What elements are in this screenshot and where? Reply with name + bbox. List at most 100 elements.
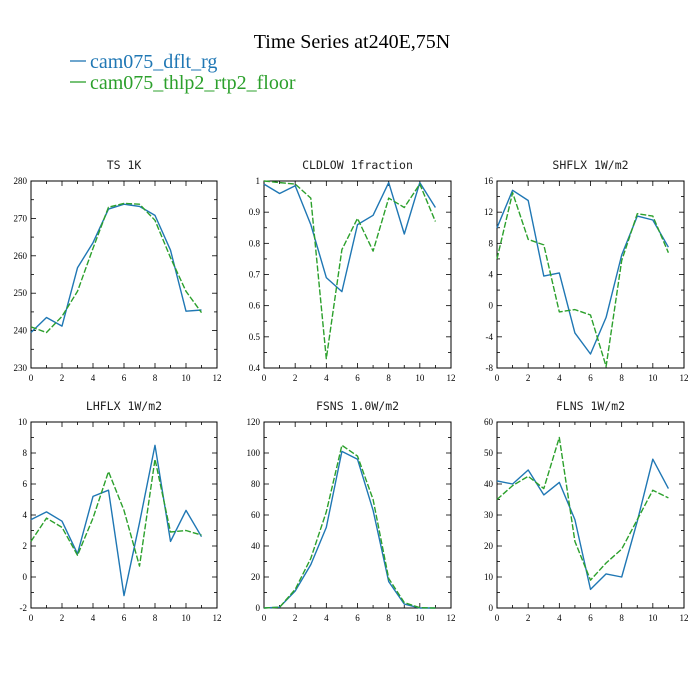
y-tick-label: 260 [14,251,28,261]
y-tick-label: 10 [18,417,28,427]
x-tick-label: 4 [91,373,96,383]
series-line-1 [30,203,202,334]
x-tick-label: 4 [324,613,329,623]
x-tick-label: 0 [29,613,34,623]
series-line-2 [263,444,436,609]
legend: cam075_dflt_rg cam075_thlp2_rtp2_floor [70,51,296,94]
series-line-2 [263,180,437,360]
x-tick-label: 10 [415,613,425,623]
y-tick-label: 230 [14,363,28,373]
x-tick-label: 12 [447,373,456,383]
y-tick-label: 240 [14,326,28,336]
panel-title: FSNS 1.0W/m2 [316,399,399,413]
series-line-2 [30,202,203,334]
y-tick-label: 16 [484,176,494,186]
x-tick-label: 12 [447,613,456,623]
x-tick-label: 8 [153,613,158,623]
y-tick-label: 10 [484,572,494,582]
y-tick-label: 8 [23,448,28,458]
x-tick-label: 10 [182,613,192,623]
y-tick-label: 120 [247,417,261,427]
x-tick-label: 12 [213,613,222,623]
series-line-1 [263,450,436,609]
x-tick-label: 4 [91,613,96,623]
x-tick-label: 8 [619,373,624,383]
x-tick-label: 0 [262,373,267,383]
panel-title: TS 1K [107,158,142,172]
panel-title: LHFLX 1W/m2 [86,399,162,413]
y-tick-label: 0.8 [249,238,261,248]
x-tick-label: 10 [648,613,658,623]
panel-title: FLNS 1W/m2 [556,399,625,413]
x-tick-label: 6 [355,613,360,623]
panel-3: SHFLX 1W/m2 0 2 4 6 8 10 12 -8 -4 0 4 8 12 16 [484,158,689,383]
y-tick-label: 40 [484,479,494,489]
plot-frame [263,180,452,369]
y-tick-label: 60 [251,510,261,520]
panel-title: CLDLOW 1fraction [302,158,413,172]
x-tick-label: 2 [60,613,65,623]
series-line-1 [263,181,436,293]
series-line-2 [496,191,670,368]
plot-frame [30,180,218,369]
y-tick-label: 0.5 [249,332,261,342]
y-tick-label: 60 [484,417,494,427]
x-tick-label: 12 [213,373,222,383]
x-tick-label: 12 [680,613,689,623]
x-tick-label: 6 [355,373,360,383]
series-line-2 [30,458,202,567]
y-tick-label: 8 [489,238,494,248]
x-tick-label: 4 [557,613,562,623]
y-tick-label: 1 [256,176,261,186]
x-tick-label: 0 [495,613,500,623]
y-tick-label: 6 [23,479,28,489]
series-line-1 [496,189,670,355]
y-tick-label: 40 [251,541,261,551]
plot-frame [496,180,685,369]
y-tick-label: 0.9 [249,207,261,217]
x-tick-label: 6 [588,613,593,623]
x-tick-label: 8 [153,373,158,383]
y-tick-label: 4 [23,510,28,520]
x-tick-label: 8 [386,613,391,623]
x-tick-label: 10 [182,373,192,383]
panel-1: TS 1K 0 2 4 6 8 10 12 230 240 250 260 270 280 [14,158,222,383]
y-tick-label: -8 [486,363,494,373]
x-tick-label: 12 [680,373,689,383]
y-tick-label: 2 [23,541,28,551]
x-tick-label: 0 [29,373,34,383]
plot-frame [263,421,452,609]
series-line-1 [30,444,203,597]
x-tick-label: 4 [557,373,562,383]
x-tick-label: 10 [648,373,658,383]
y-tick-label: -2 [20,603,28,613]
x-tick-label: 0 [262,613,267,623]
x-tick-label: 2 [293,373,298,383]
y-tick-label: 0 [489,301,494,311]
x-tick-label: 2 [293,613,298,623]
panel-title: SHFLX 1W/m2 [552,158,628,172]
legend-label-2: cam075_thlp2_rtp2_floor [90,72,296,94]
series-line-2 [496,436,669,581]
y-tick-label: 0.7 [249,270,261,280]
panel-6: FLNS 1W/m2 0 2 4 6 8 10 12 0 10 20 30 40 50 60 [484,399,689,623]
x-tick-label: 8 [619,613,624,623]
figure-title: Time Series at240E,75N [254,31,450,53]
panel-2: CLDLOW 1fraction 0 2 4 6 8 10 12 0.4 0.5 0.6 0.7 0.8… [249,158,456,383]
y-tick-label: 30 [484,510,494,520]
y-tick-label: 250 [14,288,28,298]
y-tick-label: 0 [256,603,261,613]
x-tick-label: 2 [526,373,531,383]
y-tick-label: 0 [23,572,28,582]
x-tick-label: 2 [526,613,531,623]
x-tick-label: 10 [415,373,425,383]
y-tick-label: 80 [251,479,261,489]
y-tick-label: 0 [489,603,494,613]
x-tick-label: 6 [588,373,593,383]
y-tick-label: 100 [247,448,261,458]
y-tick-label: 4 [489,270,494,280]
y-tick-label: 0.4 [249,363,261,373]
